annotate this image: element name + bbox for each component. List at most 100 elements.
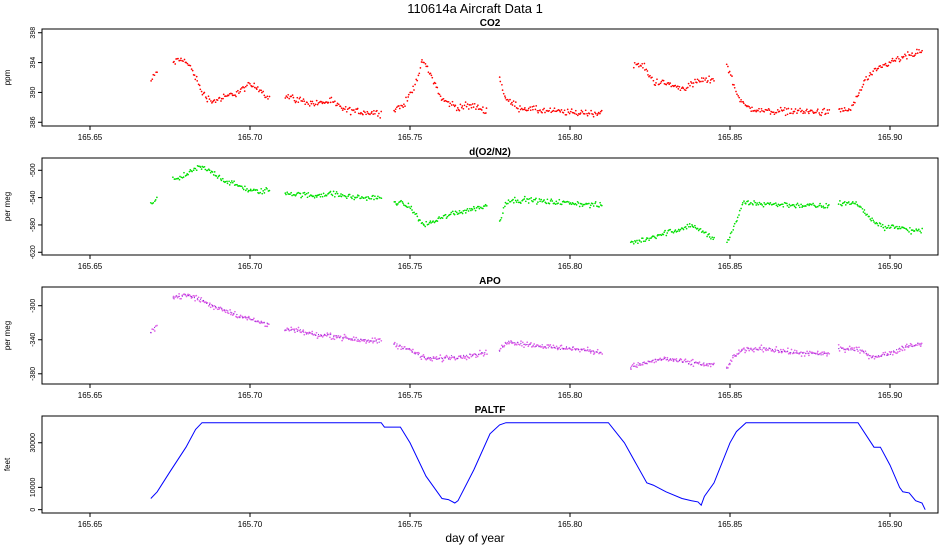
o2n2-data-segment	[498, 195, 603, 222]
apo-data-point	[806, 350, 808, 353]
apo-data-point	[337, 335, 340, 337]
o2n2-data-point	[763, 202, 766, 204]
o2n2-data-point	[677, 228, 680, 231]
o2n2-data-point	[847, 201, 850, 203]
co2-data-point	[201, 93, 204, 96]
apo-data-point	[586, 349, 588, 352]
co2-data-point	[185, 61, 188, 64]
apo-data-point	[366, 340, 368, 342]
co2-data-point	[332, 101, 335, 103]
o2n2-data-point	[325, 194, 328, 197]
o2n2-data-point	[315, 196, 318, 198]
co2-data-point	[742, 102, 745, 105]
o2n2-data-point	[411, 209, 413, 211]
o2n2-data-point	[262, 190, 265, 192]
co2-data-point	[529, 106, 532, 108]
apo-data-point	[364, 338, 367, 341]
o2n2-data-point	[555, 200, 558, 203]
co2-data-point	[804, 112, 806, 114]
co2-data-point	[306, 101, 308, 104]
o2n2-data-point	[866, 213, 868, 216]
o2n2-data-point	[341, 194, 344, 196]
apo-data-point	[901, 349, 904, 352]
o2n2-data-point	[792, 204, 795, 206]
o2n2-data-point	[804, 205, 807, 207]
apo-data-point	[868, 357, 870, 360]
o2n2-data-point	[394, 201, 397, 203]
co2-data-point	[594, 111, 596, 114]
o2n2-data-point	[427, 223, 430, 226]
apo-data-point	[324, 333, 326, 335]
apo-data-point	[590, 350, 592, 352]
co2-data-point	[190, 68, 193, 70]
o2n2-data-point	[524, 200, 527, 203]
apo-data-point	[352, 336, 355, 338]
o2n2-data-point	[400, 199, 402, 202]
apo-data-point	[230, 313, 232, 316]
apo-data-point	[821, 351, 824, 354]
o2n2-data-point	[509, 200, 512, 203]
apo-data-point	[239, 314, 242, 317]
co2-data-point	[395, 106, 398, 109]
o2n2-data-point	[264, 188, 266, 191]
apo-data-point	[865, 352, 867, 354]
o2n2-data-point	[860, 206, 862, 209]
o2n2-data-point	[583, 203, 586, 206]
apo-data-point	[816, 352, 819, 354]
apo-data-point	[499, 350, 501, 352]
o2n2-data-point	[504, 205, 506, 208]
o2n2-data-point	[854, 202, 857, 205]
co2-data-point	[393, 109, 395, 112]
apo-data-point	[553, 346, 555, 348]
o2n2-data-point	[747, 200, 749, 202]
o2n2-data-point	[199, 166, 202, 168]
co2-data-point	[550, 111, 553, 114]
o2n2-data-point	[920, 231, 922, 234]
co2-data-point	[815, 111, 817, 114]
apo-data-point	[472, 353, 475, 356]
apo-data-point	[769, 347, 772, 350]
co2-data-point	[482, 106, 484, 108]
apo-data-point	[532, 345, 534, 348]
apo-data-point	[774, 350, 777, 352]
apo-data-point	[820, 352, 822, 355]
o2n2-data-point	[644, 240, 647, 242]
apo-data-point	[730, 360, 733, 363]
apo-data-point	[499, 347, 502, 350]
o2n2-data-point	[178, 178, 181, 181]
o2n2-data-point	[208, 169, 211, 172]
o2n2-data-point	[679, 228, 682, 231]
o2n2-data-point	[743, 200, 745, 202]
o2n2-data-point	[535, 197, 537, 200]
apo-data-point	[369, 340, 371, 342]
o2n2-data-point	[475, 207, 478, 209]
apo-data-point	[187, 295, 189, 297]
apo-data-point	[190, 296, 192, 298]
apo-data-point	[817, 354, 819, 356]
apo-data-point	[763, 346, 766, 349]
apo-data-point	[747, 348, 749, 350]
apo-data-point	[666, 356, 669, 359]
o2n2-data-point	[781, 203, 784, 206]
apo-data-point	[848, 345, 851, 348]
o2n2-data-point	[465, 209, 468, 212]
o2n2-data-point	[348, 193, 351, 196]
o2n2-data-point	[688, 223, 691, 225]
co2-data-point	[477, 104, 479, 107]
co2-data-point	[820, 114, 823, 117]
apo-data-point	[327, 334, 329, 336]
apo-data-point	[453, 356, 456, 358]
co2-data-point	[655, 82, 657, 84]
o2n2-data-point	[233, 180, 235, 183]
co2-data-point	[918, 48, 920, 51]
co2-data-point	[864, 79, 866, 81]
apo-data-point	[297, 326, 300, 329]
apo-data-point	[862, 350, 864, 352]
o2n2-y-tick-label: -540	[30, 191, 37, 205]
co2-data-segment	[150, 71, 158, 82]
apo-data-point	[853, 347, 856, 349]
o2n2-data-point	[641, 237, 644, 240]
o2n2-data-point	[433, 221, 436, 224]
co2-data-point	[920, 51, 923, 54]
apo-data-point	[154, 326, 156, 329]
